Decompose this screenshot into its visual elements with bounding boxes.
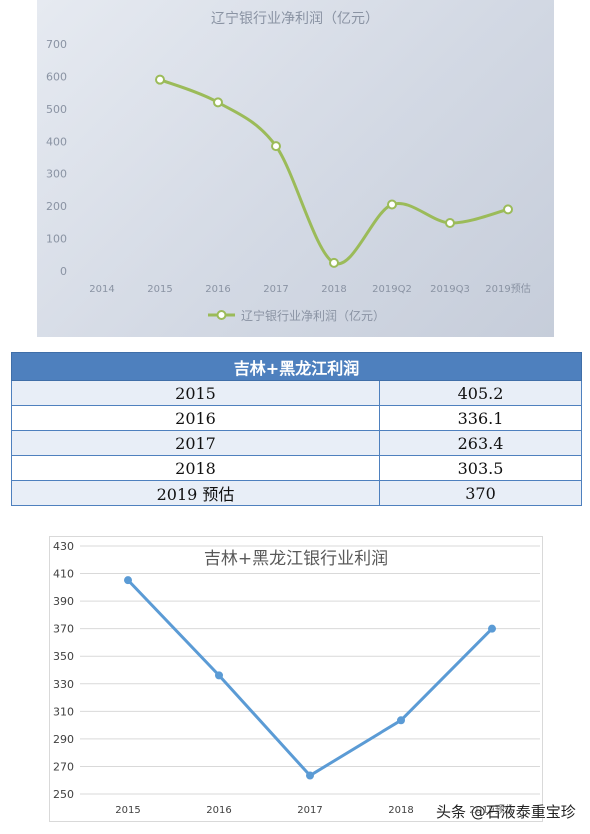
x-tick-label: 2019Q2 — [372, 284, 412, 295]
y-tick-label: 100 — [46, 233, 67, 246]
series-line — [126, 579, 494, 778]
data-point — [155, 74, 165, 85]
table-cell-value: 405.2 — [378, 380, 583, 406]
x-tick-label: 2018 — [321, 284, 346, 295]
data-point — [503, 204, 513, 215]
data-point — [445, 218, 455, 229]
chart-title: 辽宁银行业净利润（亿元） — [211, 10, 379, 27]
y-tick-label: 300 — [46, 168, 67, 181]
data-point — [215, 671, 223, 680]
table-cell-year: 2019 预估 — [11, 480, 380, 506]
jilin-heilongjiang-profit-table: 吉林+黑龙江利润 2015 405.2 2016 336.1 2017 263.… — [10, 352, 583, 506]
table-row: 2016 336.1 — [11, 405, 583, 431]
x-tick-label: 2014 — [89, 284, 114, 295]
y-tick-label: 400 — [46, 135, 67, 148]
table-row: 2015 405.2 — [11, 380, 583, 406]
table-title: 吉林+黑龙江利润 — [10, 352, 583, 381]
legend-marker — [216, 310, 227, 320]
x-tick-label: 2019预估 — [485, 282, 530, 295]
jilin-heilongjiang-profit-chart: 250 270 290 310 330 350 370 390 410 430 2015 2016 2… — [49, 536, 543, 822]
jilin-chart-svg: 250 270 290 310 330 350 370 390 410 430 2015 2016 2… — [53, 540, 540, 816]
table-header-row: 吉林+黑龙江利润 — [10, 352, 583, 381]
liaoning-profit-chart: 辽宁银行业净利润（亿元） 0 100 200 300 400 500 600 700 2014… — [37, 0, 554, 337]
table-cell-year: 2016 — [11, 405, 380, 431]
y-tick-label: 250 — [53, 788, 74, 801]
x-tick-label: 2015 — [147, 284, 172, 295]
y-tick-label: 410 — [53, 568, 74, 581]
table-cell-year: 2017 — [11, 430, 380, 456]
chart-title: 吉林+黑龙江银行业利润 — [204, 549, 388, 569]
table-cell-year: 2015 — [11, 380, 380, 406]
y-tick-label: 390 — [53, 595, 74, 608]
liaoning-chart-svg: 辽宁银行业净利润（亿元） 0 100 200 300 400 500 600 700 2014… — [46, 10, 531, 323]
y-tick-label: 330 — [53, 678, 74, 691]
x-tick-label: 2016 — [205, 284, 230, 295]
table-row: 2017 263.4 — [11, 430, 583, 456]
legend-label: 辽宁银行业净利润（亿元） — [241, 308, 385, 323]
y-tick-label: 370 — [53, 623, 74, 636]
table-cell-value: 263.4 — [378, 430, 583, 456]
data-point — [387, 199, 397, 210]
y-tick-label: 430 — [53, 540, 74, 553]
x-tick-label: 2016 — [206, 805, 231, 816]
y-tick-label: 0 — [60, 265, 67, 278]
table-cell-value: 336.1 — [378, 405, 583, 431]
watermark: 头条 @石液泰重宝珍 — [436, 803, 576, 821]
data-point — [488, 624, 496, 633]
y-tick-label: 600 — [46, 70, 67, 83]
table-row: 2018 303.5 — [11, 455, 583, 481]
data-point — [124, 576, 132, 585]
data-point — [306, 771, 314, 780]
series-line — [158, 78, 510, 266]
data-point — [329, 257, 339, 268]
y-tick-label: 310 — [53, 705, 74, 718]
table-cell-year: 2018 — [11, 455, 380, 481]
table-row: 2019 预估 370 — [11, 480, 583, 506]
y-tick-label: 270 — [53, 760, 74, 773]
y-tick-label: 700 — [46, 38, 67, 51]
y-tick-label: 290 — [53, 733, 74, 746]
x-tick-label: 2015 — [115, 805, 140, 816]
y-tick-label: 500 — [46, 103, 67, 116]
x-tick-label: 2017 — [263, 284, 288, 295]
y-tick-label: 350 — [53, 650, 74, 663]
x-tick-label: 2018 — [388, 805, 413, 816]
x-tick-label: 2017 — [297, 805, 322, 816]
y-tick-label: 200 — [46, 200, 67, 213]
legend: 辽宁银行业净利润（亿元） — [208, 308, 385, 323]
data-point — [271, 141, 281, 152]
x-tick-label: 2019Q3 — [430, 284, 470, 295]
table-cell-value: 370 — [378, 480, 583, 506]
data-point — [397, 716, 405, 725]
data-point — [213, 97, 223, 108]
table-cell-value: 303.5 — [378, 455, 583, 481]
x-tick-label: 2019预估 — [469, 803, 514, 816]
